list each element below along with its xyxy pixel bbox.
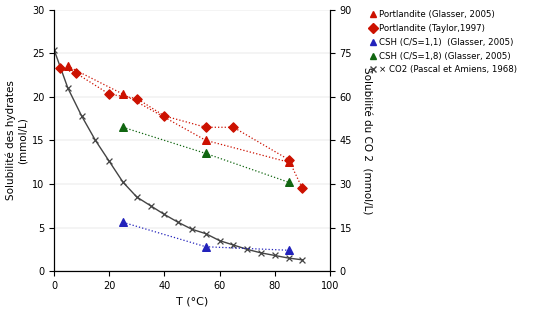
Point bbox=[160, 212, 169, 217]
Point bbox=[298, 257, 307, 262]
Point bbox=[160, 114, 169, 119]
Point bbox=[105, 159, 114, 164]
Point bbox=[78, 114, 86, 119]
Point bbox=[215, 238, 224, 243]
Point bbox=[119, 220, 127, 225]
Point bbox=[202, 138, 210, 143]
Point bbox=[119, 92, 127, 97]
Point bbox=[284, 180, 293, 185]
Point bbox=[119, 180, 127, 185]
Point bbox=[72, 71, 80, 76]
Point bbox=[55, 66, 64, 71]
Point bbox=[202, 244, 210, 249]
Legend: Portlandite (Glasser, 2005), Portlandite (Taylor,1997), CSH (C/S=1,1)  (Glasser,: Portlandite (Glasser, 2005), Portlandite… bbox=[367, 9, 519, 76]
Point bbox=[146, 203, 155, 208]
Point bbox=[188, 227, 196, 232]
Y-axis label: Solubilité des hydrates
(mmol/L): Solubilité des hydrates (mmol/L) bbox=[5, 80, 28, 200]
Y-axis label: Solubilité du CO 2  (mmol/L): Solubilité du CO 2 (mmol/L) bbox=[362, 67, 372, 214]
Point bbox=[132, 96, 141, 101]
Point bbox=[257, 250, 266, 255]
Point bbox=[284, 248, 293, 253]
Point bbox=[284, 256, 293, 261]
Point bbox=[63, 85, 72, 90]
Point bbox=[132, 195, 141, 200]
Point bbox=[91, 138, 100, 143]
Point bbox=[202, 231, 210, 236]
Point bbox=[298, 186, 307, 191]
Point bbox=[284, 157, 293, 162]
Point bbox=[105, 92, 114, 97]
X-axis label: T (°C): T (°C) bbox=[176, 296, 208, 306]
Point bbox=[229, 125, 238, 130]
Point bbox=[119, 125, 127, 130]
Point bbox=[202, 125, 210, 130]
Point bbox=[174, 220, 183, 225]
Point bbox=[202, 151, 210, 156]
Point bbox=[270, 253, 279, 258]
Point bbox=[284, 160, 293, 165]
Point bbox=[229, 242, 238, 247]
Point bbox=[243, 247, 251, 252]
Point bbox=[63, 64, 72, 69]
Point bbox=[50, 47, 59, 52]
